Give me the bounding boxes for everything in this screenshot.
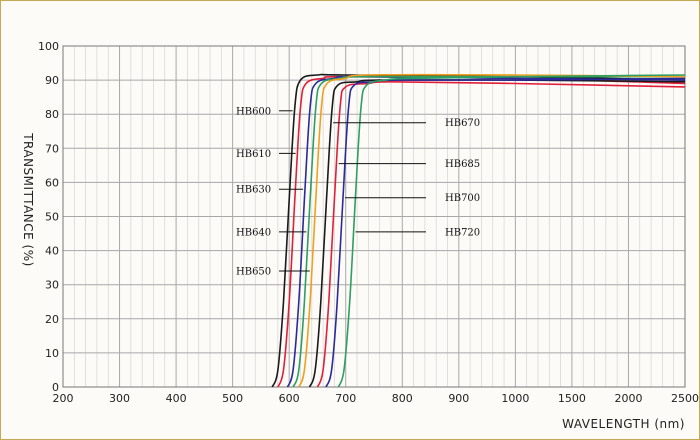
x-tick-label: 700: [335, 392, 356, 405]
series-label-hb670: HB670: [445, 118, 480, 129]
series-line-hb650: [298, 73, 686, 388]
series-lines: [271, 73, 686, 388]
axes: [62, 45, 686, 388]
x-axis-label: WAVELENGTH (nm): [562, 417, 685, 431]
y-tick-label: 30: [45, 279, 59, 292]
y-tick-label: 20: [45, 313, 59, 326]
y-tick-label: 0: [52, 381, 59, 394]
x-tick-label: 1000: [501, 392, 529, 405]
y-tick-label: 60: [45, 176, 59, 189]
y-tick-label: 90: [45, 74, 59, 87]
series-label-hb685: HB685: [445, 159, 480, 170]
series-labels: HB600 HB610 HB630 HB640 HB650 HB670 HB685 HB700…: [236, 106, 480, 277]
x-tick-label: 900: [448, 392, 469, 405]
y-axis-label: TRANSMITTANCE (%): [21, 132, 35, 267]
x-tick-label: 800: [392, 392, 413, 405]
series-label-hb640: HB640: [236, 227, 271, 238]
x-tick-label: 600: [279, 392, 300, 405]
series-label-hb630: HB630: [236, 185, 271, 196]
y-tick-label: 80: [45, 108, 59, 121]
x-tick-label: 1500: [558, 392, 586, 405]
series-label-hb610: HB610: [236, 149, 271, 160]
x-tick-label: 400: [166, 392, 187, 405]
x-tick-label: 200: [53, 392, 74, 405]
y-tick-label: 50: [45, 211, 59, 224]
series-label-hb720: HB720: [445, 227, 480, 238]
series-line-hb700: [325, 77, 686, 388]
grid: [62, 45, 686, 388]
y-tick-label: 40: [45, 245, 59, 258]
series-line-hb720: [337, 74, 686, 388]
series-label-hb650: HB650: [236, 267, 271, 278]
label-leaders: [279, 110, 426, 272]
y-tick-label: 70: [45, 142, 59, 155]
series-label-hb700: HB700: [445, 193, 480, 204]
series-line-hb630: [286, 75, 686, 388]
y-tick-label: 100: [38, 40, 59, 53]
plot-border: [62, 45, 686, 388]
x-tick-label: 500: [222, 392, 243, 405]
series-label-hb600: HB600: [236, 106, 271, 117]
x-tick-label: 300: [109, 392, 130, 405]
series-line-hb685: [316, 81, 686, 388]
x-tick-label: 2500: [671, 392, 699, 405]
y-tick-label: 10: [45, 347, 59, 360]
x-tick-label: 2000: [614, 392, 642, 405]
tick-labels: 200 300 400 500 600 700 800 900 1000 1500 2000 2500…: [38, 40, 699, 405]
